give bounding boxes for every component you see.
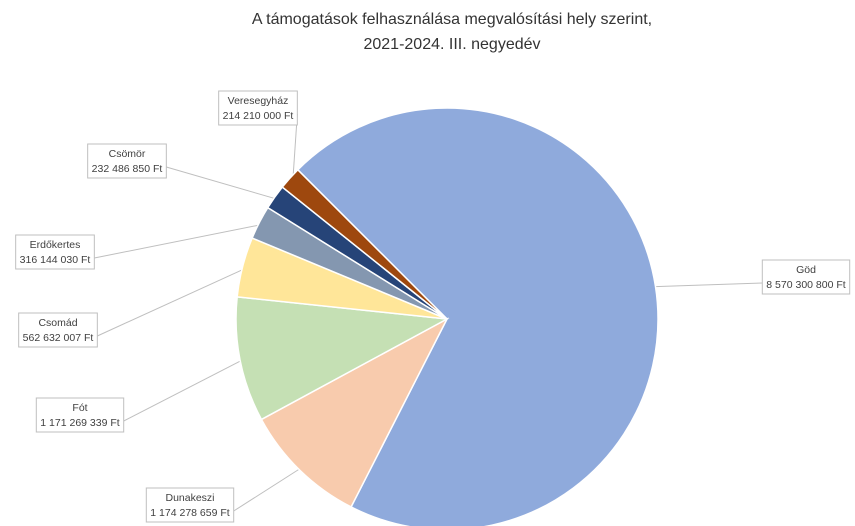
data-labels: Göd 8 570 300 800 Ft Dunakeszi 1 174 278 65… [15,90,851,523]
label-box [18,312,98,348]
label-box [761,259,851,295]
label-value: 214 210 000 Ft [223,110,294,122]
pie-slice [296,107,659,526]
data-label: Erdőkertes 316 144 030 Ft [15,234,95,270]
label-name: Dunakeszi [165,492,214,504]
label-name: Veresegyház [228,95,289,107]
data-label: Fót 1 171 269 339 Ft [35,397,125,433]
data-label: Csomád 562 632 007 Ft [18,312,98,348]
label-value: 8 570 300 800 Ft [766,279,845,291]
leader-line [166,166,279,200]
leader-line [123,358,245,422]
leader-line [97,267,247,337]
label-value: 1 174 278 659 Ft [150,507,229,519]
label-box [218,90,298,126]
data-label: Dunakeszi 1 174 278 659 Ft [145,487,235,523]
label-name: Fót [72,402,87,414]
label-name: Göd [796,264,816,276]
pie-slice [235,296,450,421]
leader-line [651,282,763,288]
label-name: Erdőkertes [30,239,81,251]
data-label: Göd 8 570 300 800 Ft [761,259,851,295]
pie-slice [260,317,449,508]
pie-slice [281,168,448,320]
label-name: Csomád [38,317,77,329]
data-label: Csömör 232 486 850 Ft [87,143,167,179]
leader-line [94,223,264,259]
label-box [15,234,95,270]
label-value: 316 144 030 Ft [20,254,91,266]
leader-line [233,466,303,512]
label-value: 562 632 007 Ft [23,332,94,344]
label-value: 1 171 269 339 Ft [40,417,119,429]
data-label: Veresegyház 214 210 000 Ft [218,90,298,126]
label-value: 232 486 850 Ft [92,163,163,175]
label-box [35,397,125,433]
label-box [87,143,167,179]
label-name: Csömör [109,148,146,160]
label-box [145,487,235,523]
chart-title: A támogatások felhasználása megvalósítás… [252,11,652,28]
chart-title: 2021-2024. III. negyedév [363,36,540,53]
